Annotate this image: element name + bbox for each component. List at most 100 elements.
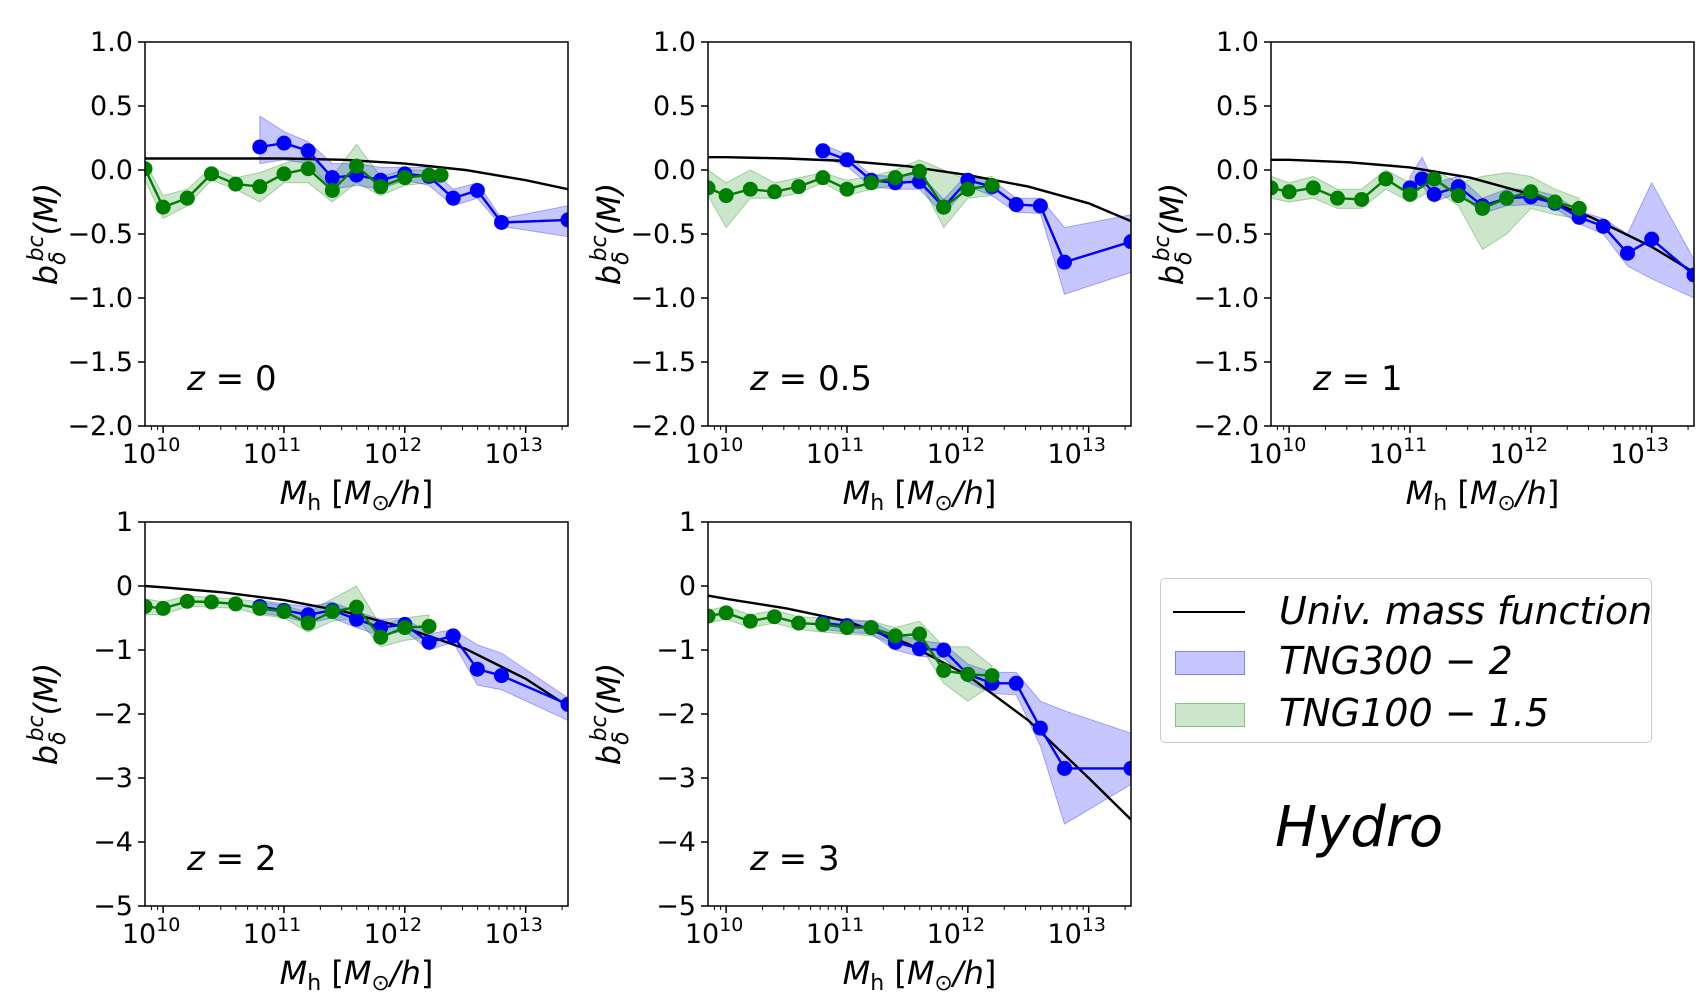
data-point-tng100 <box>1305 180 1321 196</box>
x-tick-label: 1013 <box>1047 434 1106 470</box>
plot-area <box>145 584 568 721</box>
data-point-tng100 <box>155 199 171 215</box>
panel-label: z = 0.5 <box>749 359 872 399</box>
x-tick-exponent: 13 <box>1082 434 1106 456</box>
x-tick-exponent: 11 <box>277 434 301 456</box>
y-tick-label: −0.5 <box>67 219 133 250</box>
univ-mass-function-curve <box>708 594 1131 821</box>
plot-area <box>1271 156 1694 299</box>
legend-swatch-univ <box>1173 611 1245 614</box>
data-point-tng300 <box>1620 245 1636 261</box>
x-tick-exponent: 12 <box>398 434 422 456</box>
legend-swatch-tng300 <box>1175 651 1245 675</box>
data-point-tng100 <box>179 593 195 609</box>
univ-mass-function-curve <box>1271 158 1694 274</box>
x-tick-exponent: 11 <box>840 914 864 936</box>
y-tick-label: 0.0 <box>653 155 696 186</box>
data-point-tng100 <box>324 604 340 620</box>
data-point-tng300 <box>276 135 292 151</box>
data-point-tng100 <box>155 600 171 616</box>
y-tick-label: 0.5 <box>90 91 133 122</box>
data-point-tng100 <box>300 615 316 631</box>
data-point-tng300 <box>445 190 461 206</box>
y-tick-label: −3 <box>93 763 133 794</box>
data-point-tng300 <box>324 170 340 186</box>
x-tick-exponent: 10 <box>719 914 743 936</box>
data-point-tng100 <box>433 167 449 183</box>
y-axis-label: bδbc(M) <box>1150 183 1197 285</box>
data-point-tng300 <box>469 182 485 198</box>
x-axis-label: Mh [M⊙/h] <box>280 474 434 516</box>
y-tick-label: −5 <box>93 891 133 922</box>
data-point-tng100 <box>912 626 927 642</box>
data-point-tng300 <box>445 628 461 644</box>
data-point-tng100 <box>708 180 716 196</box>
data-point-tng100 <box>708 608 716 624</box>
data-point-tng100 <box>1571 200 1587 216</box>
data-point-tng300 <box>349 611 364 627</box>
x-tick-label: 1011 <box>1369 434 1428 470</box>
data-point-tng100 <box>1378 171 1394 187</box>
data-point-tng300 <box>252 139 268 155</box>
y-tick-label: −1 <box>93 635 133 666</box>
y-tick-label: −2 <box>656 699 696 730</box>
x-tick-exponent: 11 <box>840 434 864 456</box>
y-tick-label: 1 <box>679 507 696 538</box>
x-tick-label: 1013 <box>484 914 543 950</box>
x-tick-label: 1012 <box>927 914 986 950</box>
x-axis-label: Mh [M⊙/h] <box>843 474 997 516</box>
data-point-tng300 <box>494 668 510 684</box>
data-point-tng300 <box>1123 760 1131 776</box>
data-point-tng100 <box>203 594 219 610</box>
data-point-tng100 <box>815 616 831 632</box>
y-tick-label: −2 <box>93 699 133 730</box>
data-point-tng100 <box>718 605 734 621</box>
data-point-tng100 <box>839 620 855 636</box>
legend-item-tng300: TNG300 − 2 <box>1161 637 1651 687</box>
data-point-tng100 <box>276 604 292 620</box>
x-tick-label: 1010 <box>685 434 744 470</box>
data-point-tng100 <box>349 599 364 615</box>
plot-area <box>708 594 1131 825</box>
data-point-tng100 <box>1499 190 1515 206</box>
data-point-tng300 <box>469 661 485 677</box>
y-tick-label: −4 <box>93 827 133 858</box>
y-tick-label: −4 <box>656 827 696 858</box>
univ-mass-function-curve <box>708 155 1131 223</box>
plot-area <box>708 143 1131 295</box>
x-tick-exponent: 12 <box>398 914 422 936</box>
panel-label: z = 1 <box>1312 359 1403 399</box>
band-tng100 <box>145 143 442 220</box>
y-tick-label: 0 <box>116 571 133 602</box>
y-tick-label: −1.5 <box>630 347 696 378</box>
data-point-tng100 <box>179 190 195 206</box>
x-tick-exponent: 13 <box>519 914 543 936</box>
y-tick-label: −1 <box>656 635 696 666</box>
data-point-tng100 <box>839 181 855 197</box>
data-point-tng100 <box>252 179 268 195</box>
data-point-tng100 <box>742 181 758 197</box>
data-point-tng100 <box>936 199 952 215</box>
data-point-tng100 <box>960 666 976 682</box>
data-point-tng300 <box>494 214 510 230</box>
data-point-tng300 <box>1057 760 1073 776</box>
data-point-tng100 <box>863 620 879 636</box>
panel-label: z = 3 <box>749 839 840 879</box>
y-tick-label: −1.0 <box>1193 283 1259 314</box>
data-point-tng100 <box>397 170 413 186</box>
x-tick-exponent: 11 <box>277 914 301 936</box>
y-tick-label: −0.5 <box>1193 219 1259 250</box>
y-tick-label: 0.5 <box>653 91 696 122</box>
data-point-tng100 <box>984 668 1000 684</box>
data-point-tng300 <box>300 143 316 159</box>
data-point-tng100 <box>791 179 807 195</box>
y-tick-label: −5 <box>656 891 696 922</box>
data-point-tng300 <box>1032 198 1048 214</box>
legend-label-univ: Univ. mass function <box>1279 589 1653 633</box>
x-tick-label: 1012 <box>927 434 986 470</box>
x-tick-exponent: 13 <box>519 434 543 456</box>
data-point-tng100 <box>421 618 437 634</box>
